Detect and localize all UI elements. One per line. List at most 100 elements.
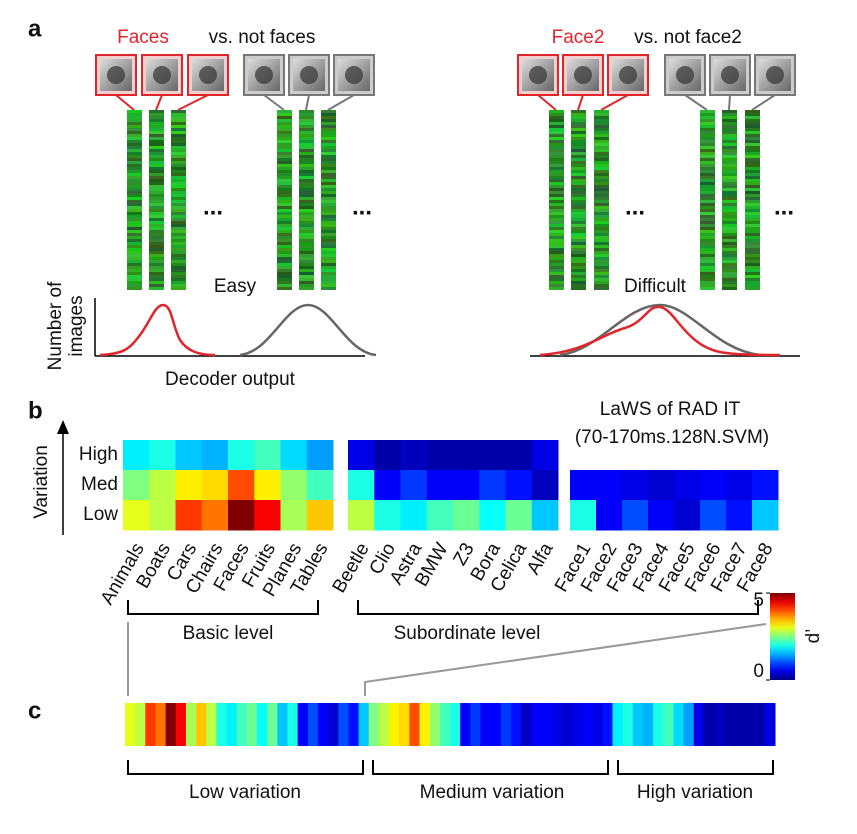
response-stripe xyxy=(700,167,715,170)
response-stripe xyxy=(722,167,737,170)
response-stripe xyxy=(171,149,186,152)
heatmap-cell xyxy=(752,470,779,501)
response-stripe xyxy=(722,224,737,227)
response-stripe xyxy=(722,272,737,275)
response-stripe xyxy=(594,212,609,215)
strip-cell xyxy=(317,703,329,746)
heatmap-cell xyxy=(306,440,334,471)
response-stripe xyxy=(277,155,292,158)
response-stripe xyxy=(549,284,564,287)
response-stripe xyxy=(321,221,336,224)
strip-cell xyxy=(399,703,410,746)
response-stripe xyxy=(700,284,715,287)
response-stripe xyxy=(722,197,737,200)
response-stripe xyxy=(171,137,186,140)
response-stripe xyxy=(722,161,737,164)
response-stripe xyxy=(700,131,715,134)
response-stripe xyxy=(549,173,564,176)
strip-cell xyxy=(287,703,299,746)
response-stripe xyxy=(594,254,609,257)
response-stripe xyxy=(321,176,336,179)
response-stripe xyxy=(549,194,564,197)
response-stripe xyxy=(549,200,564,203)
response-stripe xyxy=(149,215,164,218)
distribution-other xyxy=(239,303,377,357)
response-stripe xyxy=(745,233,760,236)
response-stripe xyxy=(549,281,564,284)
heatmap-cell xyxy=(149,500,176,531)
response-stripe xyxy=(571,281,586,284)
response-stripe xyxy=(745,125,760,128)
response-stripe xyxy=(745,230,760,233)
response-stripe xyxy=(299,140,314,143)
response-stripe xyxy=(321,287,336,290)
strip-cell xyxy=(500,703,512,746)
response-stripe xyxy=(321,245,336,248)
response-stripe xyxy=(149,275,164,278)
response-stripe xyxy=(149,110,164,113)
response-stripe xyxy=(745,149,760,152)
response-stripe xyxy=(594,206,609,209)
response-stripe xyxy=(321,275,336,278)
response-stripe xyxy=(277,239,292,242)
heatmap-cell xyxy=(426,500,454,531)
response-stripe xyxy=(571,248,586,251)
response-stripe xyxy=(722,239,737,242)
response-stripe xyxy=(127,116,142,119)
response-stripe xyxy=(171,284,186,287)
response-stripe xyxy=(321,152,336,155)
response-stripe xyxy=(277,281,292,284)
response-stripe xyxy=(722,152,737,155)
response-stripe xyxy=(745,179,760,182)
connector xyxy=(327,94,355,111)
response-stripe xyxy=(722,230,737,233)
response-stripe xyxy=(171,194,186,197)
response-stripe xyxy=(321,161,336,164)
response-stripe xyxy=(722,251,737,254)
response-stripe xyxy=(594,203,609,206)
response-stripe xyxy=(127,110,142,113)
response-stripe xyxy=(277,197,292,200)
response-stripe xyxy=(277,227,292,230)
strip-cell xyxy=(328,703,339,746)
response-stripe xyxy=(277,242,292,245)
response-stripe xyxy=(700,263,715,266)
response-stripe xyxy=(571,143,586,146)
response-stripe xyxy=(571,242,586,245)
strip-cell xyxy=(510,703,522,746)
response-stripe xyxy=(722,113,737,116)
response-stripe xyxy=(127,137,142,140)
response-stripe xyxy=(171,146,186,149)
response-stripe xyxy=(127,233,142,236)
response-stripe xyxy=(594,236,609,239)
response-stripe xyxy=(722,221,737,224)
panel-label: c xyxy=(28,697,41,724)
strip-cell xyxy=(307,703,319,746)
response-stripe xyxy=(571,152,586,155)
response-stripe xyxy=(171,179,186,182)
strip-cell xyxy=(348,703,360,746)
strip-cell xyxy=(206,703,217,746)
response-stripe xyxy=(722,212,737,215)
heatmap-cell xyxy=(596,470,623,501)
difficulty-label: Difficult xyxy=(624,276,687,297)
response-stripe xyxy=(549,161,564,164)
response-stripe xyxy=(127,230,142,233)
row-label: High xyxy=(79,444,118,465)
response-stripe xyxy=(321,227,336,230)
response-stripe xyxy=(571,113,586,116)
response-stripe xyxy=(549,164,564,167)
response-stripe xyxy=(594,146,609,149)
distribution-other xyxy=(559,303,761,357)
response-stripe xyxy=(571,284,586,287)
heatmap-cell xyxy=(201,470,229,501)
response-stripe xyxy=(321,185,336,188)
response-stripe xyxy=(594,227,609,230)
response-stripe xyxy=(127,194,142,197)
strip-cell xyxy=(185,703,197,746)
strip-cell xyxy=(358,703,370,746)
strip-cell xyxy=(277,703,288,746)
response-stripe xyxy=(321,236,336,239)
response-stripe xyxy=(127,209,142,212)
response-stripe xyxy=(299,155,314,158)
